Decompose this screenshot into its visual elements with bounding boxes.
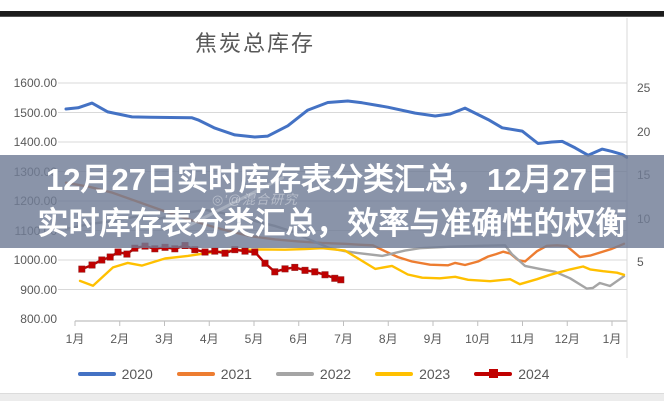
series-marker-2024 bbox=[201, 248, 209, 256]
x-tick-label: 6月 bbox=[289, 332, 309, 346]
x-tick-label: 5月 bbox=[244, 332, 264, 346]
legend-swatch-2023 bbox=[375, 372, 414, 376]
top-divider-bar bbox=[0, 11, 664, 17]
y-right-tick-label: 25 bbox=[637, 81, 651, 95]
series-marker-2024 bbox=[221, 249, 229, 257]
x-tick-label: 3月 bbox=[155, 332, 174, 346]
y-left-tick-label: 1000.00 bbox=[13, 253, 57, 267]
series-marker-2024 bbox=[123, 250, 131, 258]
series-marker-2024 bbox=[261, 259, 269, 267]
series-marker-2024 bbox=[337, 276, 345, 284]
text-overlay-banner: ◎'@混合研究 12月27日实时库存表分类汇总，12月27日 实时库存表分类汇总… bbox=[0, 155, 664, 248]
y-left-tick-label: 1500.00 bbox=[13, 105, 57, 120]
series-line-2023 bbox=[78, 246, 626, 287]
series-marker-2024 bbox=[291, 263, 299, 271]
x-tick-label: 11月 bbox=[510, 332, 535, 346]
y-right-tick-label: 20 bbox=[637, 124, 651, 139]
series-line-2020 bbox=[64, 99, 628, 159]
bottom-strip bbox=[0, 393, 664, 401]
legend-item-2024: 2024 bbox=[474, 366, 549, 382]
series-marker-2024 bbox=[106, 253, 114, 261]
y-left-tick-label: 900.00 bbox=[20, 282, 57, 297]
chart-title: 焦炭总库存 bbox=[194, 31, 315, 56]
overlay-text-line-2: 实时库存表分类汇总，效率与准确性的权衡 bbox=[37, 205, 627, 241]
x-tick-label: 9月 bbox=[423, 332, 443, 346]
x-tick-label: 1月 bbox=[65, 332, 85, 346]
x-tick-label: 12月 bbox=[554, 332, 580, 346]
legend-item-2020: 2020 bbox=[77, 366, 153, 382]
x-tick-label: 8月 bbox=[378, 332, 398, 346]
series-marker-2024 bbox=[78, 265, 86, 273]
legend-swatch-2020 bbox=[77, 372, 116, 376]
legend-swatch-2022 bbox=[275, 372, 314, 376]
legend-label: 2024 bbox=[518, 366, 550, 382]
series-marker-2024 bbox=[251, 248, 259, 256]
y-left-tick-label: 800.00 bbox=[20, 312, 57, 326]
legend-label: 2020 bbox=[121, 366, 153, 382]
series-marker-2024 bbox=[88, 261, 96, 269]
x-tick-label: 10月 bbox=[465, 332, 491, 346]
y-left-tick-label: 1600.00 bbox=[13, 76, 57, 90]
x-tick-label: 7月 bbox=[334, 332, 353, 346]
legend-label: 2023 bbox=[419, 366, 451, 382]
series-marker-2024 bbox=[114, 248, 122, 256]
x-tick-label: 2月 bbox=[110, 332, 130, 346]
legend-swatch-2024 bbox=[474, 369, 513, 378]
legend-label: 2022 bbox=[319, 366, 352, 382]
watermark: ◎'@混合研究 bbox=[212, 192, 299, 207]
chart-legend: 2020 2021 2022 2023 2024 bbox=[0, 366, 627, 382]
overlay-text-line-1: 12月27日实时库存表分类汇总，12月27日 bbox=[46, 161, 618, 197]
series-marker-2024 bbox=[98, 256, 106, 264]
series-line-2024 bbox=[80, 244, 342, 281]
series-marker-2024 bbox=[271, 268, 279, 276]
legend-square-marker bbox=[489, 369, 499, 378]
series-marker-2024 bbox=[321, 271, 329, 279]
series-marker-2024 bbox=[241, 247, 249, 255]
series-marker-2024 bbox=[311, 268, 319, 276]
series-marker-2024 bbox=[301, 266, 309, 274]
legend-item-2023: 2023 bbox=[375, 366, 450, 382]
legend-item-2022: 2022 bbox=[275, 366, 352, 382]
legend-item-2021: 2021 bbox=[176, 366, 252, 382]
y-right-tick-label: 5 bbox=[637, 255, 644, 269]
series-marker-2024 bbox=[211, 247, 219, 255]
legend-label: 2021 bbox=[220, 366, 252, 382]
legend-swatch-2021 bbox=[176, 372, 215, 376]
x-tick-label: 1月 bbox=[602, 332, 622, 346]
series-marker-2024 bbox=[281, 265, 289, 273]
series-marker-2024 bbox=[331, 274, 339, 282]
x-tick-label: 4月 bbox=[199, 332, 219, 346]
y-left-tick-label: 1400.00 bbox=[13, 135, 57, 149]
